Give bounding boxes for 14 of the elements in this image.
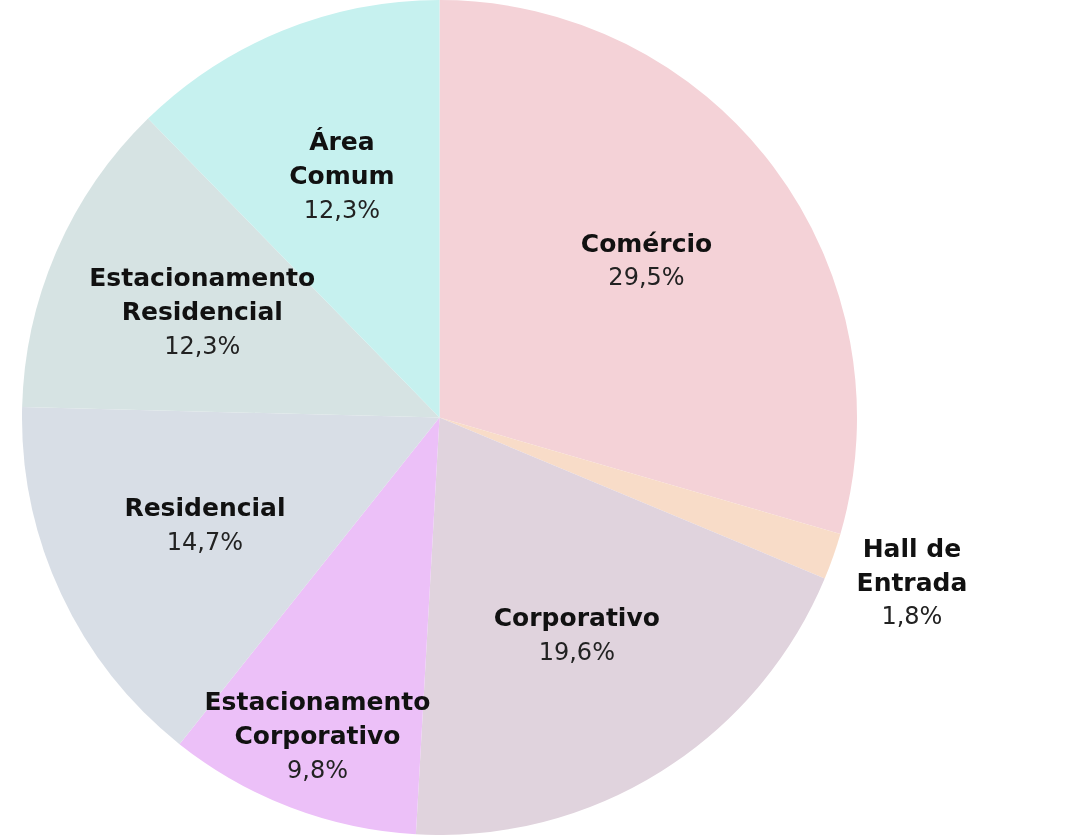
data-label: 14,7%: [166, 528, 244, 557]
data-label: 9,8%: [286, 755, 348, 784]
slice-label: Estacionamento Residencial: [89, 263, 316, 327]
slice-label: Comércio: [580, 228, 713, 258]
slice-label: Área Comum: [289, 127, 395, 191]
data-label: 12,3%: [303, 195, 381, 224]
data-label: 12,3%: [164, 332, 241, 361]
slice-label: Estacionamento Corporativo: [204, 686, 431, 750]
slice-label: Corporativo: [493, 603, 660, 633]
data-label: 1,8%: [881, 602, 943, 631]
slice-label: Hall de Entrada: [856, 533, 968, 597]
data-label: 29,5%: [608, 263, 685, 292]
data-label: 19,6%: [538, 638, 615, 667]
slice-label: Residencial: [124, 493, 286, 523]
